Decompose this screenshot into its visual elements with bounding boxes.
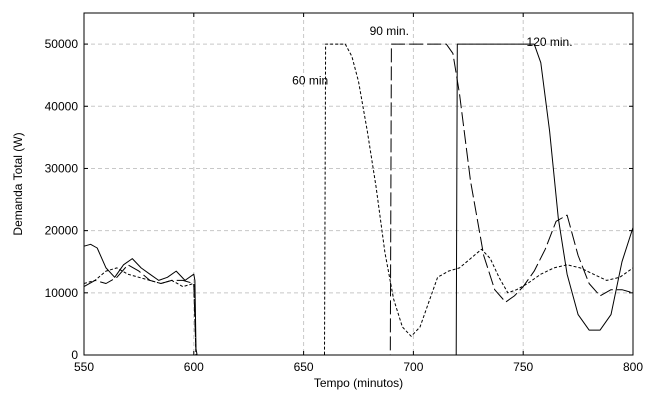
annotation-label: 60 min [292, 74, 328, 88]
series-line-shortdash [83, 43, 634, 356]
grid-layer [84, 13, 633, 355]
y-tick-label: 30000 [45, 161, 79, 175]
series-layer [83, 43, 634, 356]
x-tick-label: 650 [294, 360, 314, 374]
annotation-layer: 60 min 90 min. 120 min. [292, 24, 572, 88]
series-line-solid [83, 43, 634, 356]
y-tick-label: 0 [71, 348, 78, 362]
y-tick-label: 10000 [45, 286, 79, 300]
x-axis-label: Tempo (minutos) [314, 376, 403, 390]
annotation-label: 90 min. [370, 24, 409, 38]
x-tick-label: 600 [184, 360, 204, 374]
y-tick-label: 50000 [45, 37, 79, 51]
x-tick-label: 750 [513, 360, 533, 374]
y-axis-label: Demanda Total (W) [11, 132, 25, 235]
tick-layer: 550 600 650 700 750 800 0 10000 20000 30000 40000 5… [45, 13, 643, 374]
series-line-longdash [83, 43, 634, 356]
y-tick-label: 20000 [45, 224, 79, 238]
x-tick-label: 550 [74, 360, 94, 374]
annotation-label: 120 min. [527, 35, 573, 49]
x-tick-label: 700 [403, 360, 423, 374]
y-tick-label: 40000 [45, 99, 79, 113]
x-tick-label: 800 [623, 360, 643, 374]
plot-frame [83, 12, 634, 356]
